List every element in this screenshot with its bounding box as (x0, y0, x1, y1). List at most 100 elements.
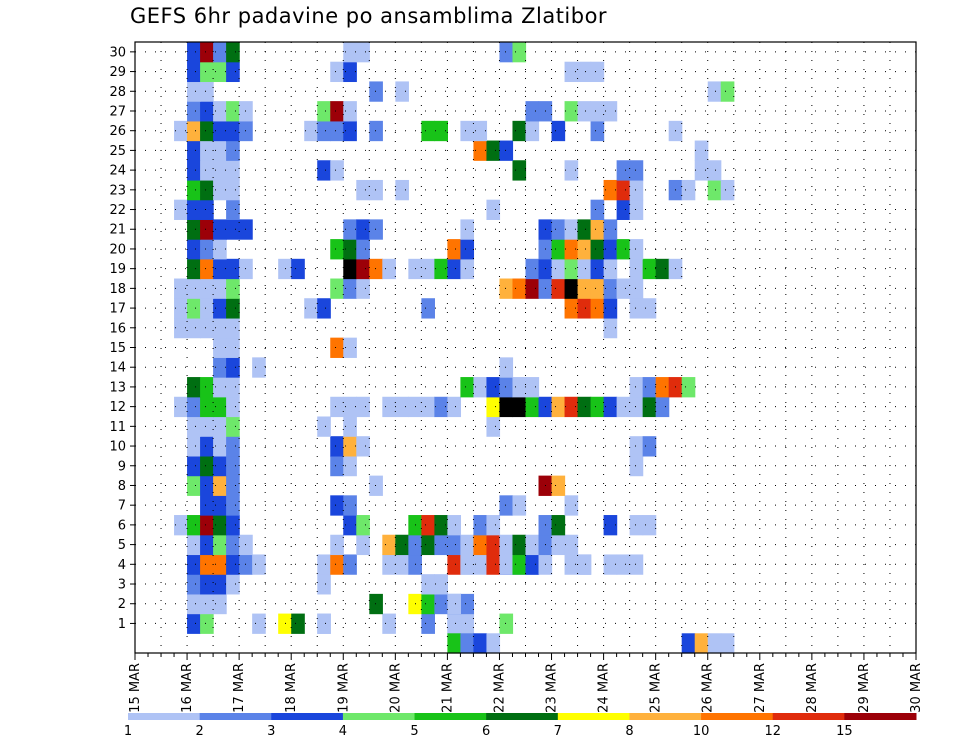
heatmap-cell (187, 258, 201, 280)
heatmap-cell (343, 278, 357, 299)
colorbar-label: 12 (764, 724, 781, 739)
heatmap-cell (512, 396, 527, 418)
heatmap-cell (512, 120, 527, 142)
heatmap-cell (434, 258, 448, 280)
heatmap-cell (616, 554, 631, 575)
heatmap-cell (213, 475, 227, 496)
heatmap-cell (460, 554, 475, 575)
heatmap-cell (343, 337, 357, 358)
heatmap-cell (356, 258, 370, 280)
heatmap-cell (213, 455, 227, 477)
heatmap-cell (421, 613, 435, 634)
heatmap-cell (447, 593, 462, 615)
heatmap-cell (200, 475, 214, 496)
heatmap-cell (226, 475, 240, 496)
heatmap-cell (278, 258, 292, 280)
heatmap-cell (694, 160, 709, 181)
heatmap-cell (343, 455, 357, 477)
heatmap-cell (499, 396, 514, 418)
heatmap-cell (174, 278, 188, 299)
heatmap-cell (213, 337, 227, 358)
heatmap-cell (226, 278, 240, 299)
y-tick-label: 13 (109, 380, 126, 395)
heatmap-cell (174, 317, 188, 339)
heatmap-cell (577, 258, 592, 280)
heatmap-cell (551, 396, 566, 418)
heatmap-cell (460, 377, 475, 398)
heatmap-cell (356, 179, 370, 201)
heatmap-cell (330, 278, 344, 299)
heatmap-cell (226, 554, 240, 575)
heatmap-cell (187, 515, 201, 536)
heatmap-cell (473, 633, 488, 654)
heatmap-cell (564, 258, 579, 280)
heatmap-cell (603, 396, 618, 418)
heatmap-cell (187, 101, 201, 122)
heatmap-cell (564, 278, 579, 299)
heatmap-cell (577, 239, 592, 260)
x-tick-label: 17 MAR (232, 663, 247, 713)
heatmap-cell (707, 160, 722, 181)
colorbar-swatch (342, 713, 416, 720)
heatmap-cell (369, 475, 383, 496)
heatmap-cell (421, 396, 435, 418)
heatmap-cell (226, 179, 240, 201)
heatmap-cell (486, 633, 501, 654)
heatmap-cell (343, 61, 357, 83)
heatmap-cell (603, 298, 618, 319)
heatmap-cell (564, 298, 579, 319)
y-tick-label: 21 (109, 223, 126, 238)
heatmap-cell (681, 377, 696, 398)
heatmap-cell (187, 298, 201, 319)
heatmap-cell (486, 377, 501, 398)
heatmap-cell (187, 436, 201, 457)
heatmap-cell (564, 495, 579, 516)
heatmap-cell (395, 554, 409, 575)
heatmap-cell (200, 436, 214, 457)
heatmap-cell (434, 120, 448, 142)
y-tick-label: 3 (118, 578, 126, 593)
colorbar-swatch (629, 713, 702, 720)
heatmap-cell (187, 42, 201, 63)
heatmap-cell (473, 554, 488, 575)
x-tick-label: 29 MAR (857, 663, 872, 713)
heatmap-cell (460, 219, 475, 240)
heatmap-cell (200, 120, 214, 142)
heatmap-cell (499, 554, 514, 575)
colorbar-label: 7 (554, 724, 562, 739)
heatmap-cell (681, 633, 696, 654)
heatmap-cell (694, 140, 709, 161)
y-tick-label: 24 (109, 164, 126, 179)
heatmap-cell (226, 495, 240, 516)
heatmap-cell (213, 436, 227, 457)
x-tick-label: 24 MAR (597, 663, 612, 713)
colorbar-swatch (486, 713, 559, 720)
x-tick-label: 25 MAR (649, 663, 664, 713)
heatmap-cell (551, 120, 566, 142)
heatmap-cell (642, 298, 657, 319)
y-tick-label: 27 (109, 104, 126, 119)
heatmap-cell (473, 120, 488, 142)
heatmap-cell (499, 278, 514, 299)
heatmap-cell (382, 258, 396, 280)
heatmap-cell (200, 317, 214, 339)
heatmap-cell (564, 101, 579, 122)
heatmap-cell (291, 258, 305, 280)
heatmap-cell (603, 278, 618, 299)
heatmap-cell (421, 534, 435, 556)
heatmap-cell (629, 455, 644, 477)
heatmap-cell (395, 179, 409, 201)
heatmap-cell (200, 199, 214, 220)
heatmap-cell (590, 120, 605, 142)
heatmap-cell (486, 199, 501, 220)
y-tick-label: 17 (109, 302, 126, 317)
heatmap-cell (226, 436, 240, 457)
heatmap-cell (577, 219, 592, 240)
x-tick-label: 27 MAR (753, 663, 768, 713)
heatmap-cell (629, 396, 644, 418)
heatmap-cell (226, 455, 240, 477)
heatmap-cell (252, 357, 266, 378)
heatmap-cell (473, 534, 488, 556)
heatmap-cell (707, 633, 722, 654)
heatmap-cell (616, 239, 631, 260)
